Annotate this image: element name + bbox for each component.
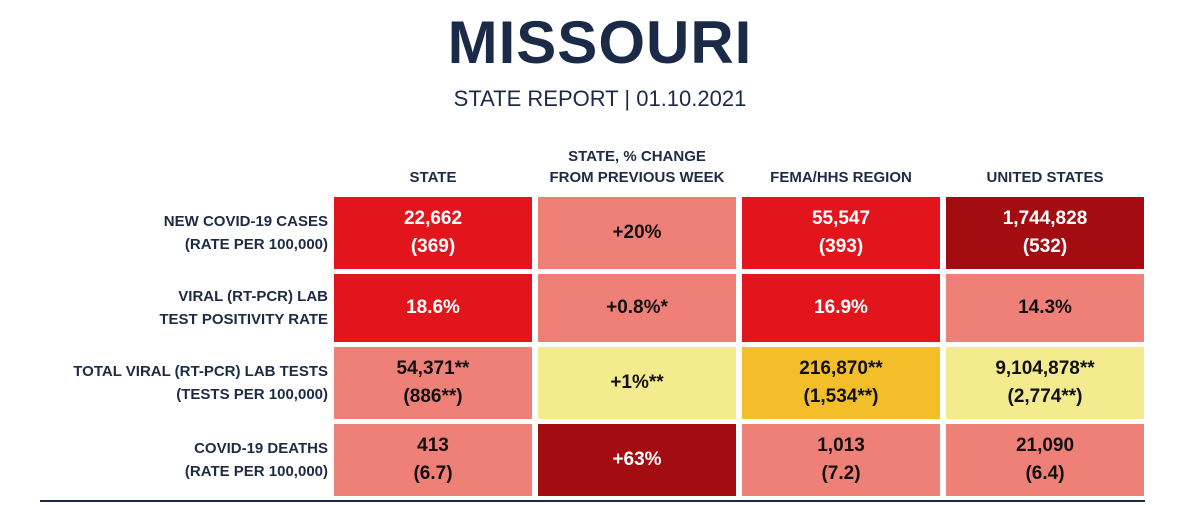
column-header-line: STATE, % CHANGE xyxy=(568,148,706,165)
table-cell: +1%** xyxy=(538,347,736,419)
table-cell: 1,013 (7.2) xyxy=(742,424,940,496)
cell-line: (6.7) xyxy=(413,463,453,484)
cell-line: (7.2) xyxy=(821,463,861,484)
row-header-line: TOTAL VIRAL (RT-PCR) LAB TESTS xyxy=(73,363,328,380)
cell-line: 22,662 xyxy=(403,208,463,229)
cell-line: +20% xyxy=(612,222,662,243)
row-header-line: VIRAL (RT-PCR) LAB xyxy=(178,288,328,305)
cell-line: (369) xyxy=(410,236,456,257)
column-header: STATE xyxy=(334,146,532,192)
cell-line: +1%** xyxy=(610,372,664,393)
table-cell: 9,104,878** (2,774**) xyxy=(946,347,1144,419)
cell-line: 16.9% xyxy=(814,297,868,318)
row-header-line: (RATE PER 100,000) xyxy=(184,236,328,253)
row-header: VIRAL (RT-PCR) LAB TEST POSITIVITY RATE xyxy=(0,274,328,342)
table-cell: 21,090 (6.4) xyxy=(946,424,1144,496)
cell-line: 1,013 xyxy=(817,435,865,456)
row-header: COVID-19 DEATHS (RATE PER 100,000) xyxy=(0,424,328,496)
table-cell: 216,870** (1,534**) xyxy=(742,347,940,419)
table-cell: 413 (6.7) xyxy=(334,424,532,496)
bottom-rule xyxy=(40,500,1145,502)
row-header: TOTAL VIRAL (RT-PCR) LAB TESTS (TESTS PER… xyxy=(0,347,328,419)
cell-line: 54,371** xyxy=(396,358,470,379)
column-header: FEMA/HHS REGION xyxy=(742,146,940,192)
row-header-line: COVID-19 DEATHS xyxy=(194,440,328,457)
cell-line: (393) xyxy=(818,236,864,257)
cell-line: (2,774**) xyxy=(1007,386,1083,407)
table-cell: 54,371** (886**) xyxy=(334,347,532,419)
column-header-line: FROM PREVIOUS WEEK xyxy=(549,169,725,186)
table-cell: +0.8%* xyxy=(538,274,736,342)
cell-line: 216,870** xyxy=(799,358,883,379)
table-cell: 1,744,828 (532) xyxy=(946,197,1144,269)
column-header: STATE, % CHANGE FROM PREVIOUS WEEK xyxy=(538,146,736,192)
cell-line: 21,090 xyxy=(1015,435,1075,456)
cell-line: 18.6% xyxy=(406,297,460,318)
corner xyxy=(0,146,328,192)
cell-line: 1,744,828 xyxy=(1002,208,1088,229)
cell-line: +63% xyxy=(612,449,662,470)
table-cell: 18.6% xyxy=(334,274,532,342)
cell-line: 14.3% xyxy=(1018,297,1072,318)
cell-line: (532) xyxy=(1022,236,1068,257)
row-header-line: (RATE PER 100,000) xyxy=(184,463,328,480)
column-header-line: STATE xyxy=(409,169,457,186)
table-cell: 22,662 (369) xyxy=(334,197,532,269)
column-header: UNITED STATES xyxy=(946,146,1144,192)
cell-line: +0.8%* xyxy=(606,297,668,318)
row-header-line: TEST POSITIVITY RATE xyxy=(159,311,328,328)
title: MISSOURI xyxy=(447,9,753,76)
cell-line: (1,534**) xyxy=(803,386,879,407)
column-header-line: UNITED STATES xyxy=(986,169,1104,186)
cell-line: 9,104,878** xyxy=(995,358,1095,379)
table-cell: 55,547 (393) xyxy=(742,197,940,269)
row-header-line: (TESTS PER 100,000) xyxy=(176,386,328,403)
table-cell: 16.9% xyxy=(742,274,940,342)
cell-line: 55,547 xyxy=(811,208,871,229)
table-cell: +63% xyxy=(538,424,736,496)
row-header-line: NEW COVID-19 CASES xyxy=(163,213,328,230)
table-cell: +20% xyxy=(538,197,736,269)
table-cell: 14.3% xyxy=(946,274,1144,342)
column-header-line: FEMA/HHS REGION xyxy=(770,169,912,186)
cell-line: 413 xyxy=(417,435,449,456)
cell-line: (886**) xyxy=(403,386,463,407)
subtitle: STATE REPORT | 01.10.2021 xyxy=(453,86,747,111)
report-table: STATE STATE, % CHANGE FROM PREVIOUS WEEK FE… xyxy=(0,146,1144,496)
cell-line: (6.4) xyxy=(1025,463,1065,484)
row-header: NEW COVID-19 CASES (RATE PER 100,000) xyxy=(0,197,328,269)
